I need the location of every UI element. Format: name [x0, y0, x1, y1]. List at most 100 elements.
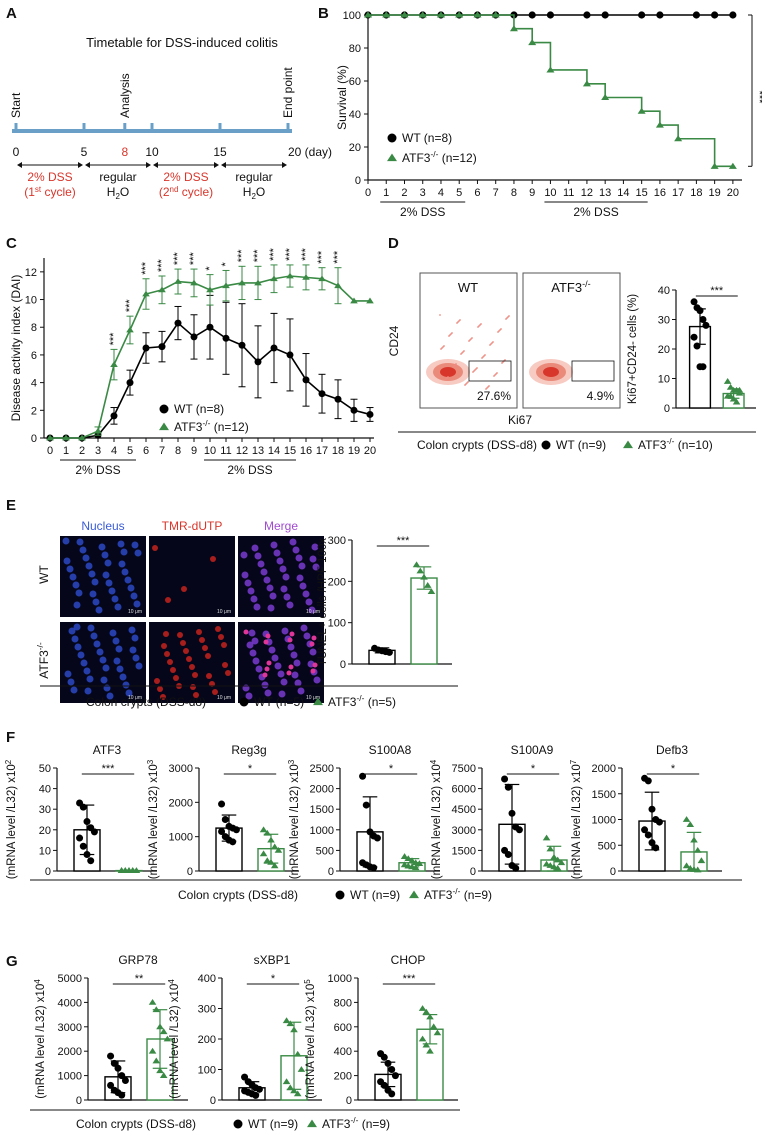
data-point-ko — [286, 1020, 295, 1027]
significance-label: *** — [236, 249, 248, 263]
cell-signal — [210, 556, 216, 562]
cell-signal — [117, 540, 125, 548]
cell-signal — [190, 684, 196, 690]
data-point-wt — [118, 1072, 126, 1080]
y-tick-label: 1000 — [310, 825, 334, 837]
cell-signal — [98, 543, 106, 551]
data-point-wt — [391, 1072, 399, 1080]
data-point-wt — [87, 857, 95, 865]
data-point-ko — [422, 1008, 431, 1015]
micrograph — [149, 536, 235, 617]
cell-signal — [267, 604, 275, 612]
significance-label: * — [248, 763, 253, 775]
cell-signal — [133, 600, 141, 608]
cell-signal — [87, 624, 95, 632]
y-tick-label: 12 — [25, 267, 37, 279]
cell-signal — [109, 629, 117, 637]
cell-signal — [118, 560, 126, 568]
data-point-ko — [418, 11, 427, 18]
image-row-label: WT — [37, 565, 51, 584]
cell-signal — [69, 573, 77, 581]
data-point-wt — [318, 390, 326, 398]
data-point-wt — [528, 11, 536, 19]
cell-signal — [112, 637, 120, 645]
x-tick-label: 16 — [654, 187, 666, 199]
cell-signal — [68, 627, 76, 635]
significance-label: *** — [156, 258, 168, 272]
data-point-ko — [735, 386, 744, 393]
flow-event — [439, 314, 441, 316]
cell-signal — [278, 690, 286, 698]
flow-event — [448, 335, 450, 337]
data-point-wt — [370, 864, 378, 872]
data-point-ko — [686, 821, 695, 828]
x-tick-label: 12 — [581, 187, 593, 199]
cell-signal — [177, 632, 183, 638]
data-point-wt — [126, 379, 134, 387]
panel-a-title: Timetable for DSS-induced colitis — [86, 35, 278, 50]
timeline-tick — [150, 123, 154, 133]
chart-title: S100A9 — [511, 743, 554, 757]
cell-signal — [261, 681, 269, 689]
x-tick-label: 9 — [191, 445, 197, 457]
data-point-wt — [121, 1076, 129, 1084]
x-tick-label: 6 — [474, 187, 480, 199]
cell-signal — [77, 651, 85, 659]
cell-signal — [120, 548, 128, 556]
legend-marker-wt — [541, 440, 551, 450]
chart-title: Reg3g — [231, 743, 266, 757]
chart-title: GRP78 — [118, 953, 158, 967]
x-tick-label: 9 — [529, 187, 535, 199]
y-tick-label: 80 — [349, 43, 361, 55]
legend-wt: WT (n=9) — [350, 888, 400, 902]
data-point-wt — [107, 1081, 115, 1089]
y-tick-label: 30 — [658, 315, 670, 327]
significance-label: * — [671, 763, 676, 775]
data-point-wt — [142, 344, 150, 352]
cell-signal — [251, 544, 259, 552]
flow-gate — [468, 360, 512, 382]
y-tick-label: 50 — [39, 763, 51, 775]
y-tick-label: 40 — [39, 784, 51, 796]
cell-signal — [255, 665, 263, 673]
data-point-ko — [297, 1066, 306, 1072]
data-point-ko — [420, 573, 428, 580]
data-point-ko — [423, 582, 432, 588]
flow-event — [477, 326, 479, 328]
x-tick-label: 0 — [365, 187, 371, 199]
y-axis-title: (mRNA level /L32) x104 — [33, 979, 47, 1099]
cell-signal — [134, 549, 142, 557]
cell-signal — [296, 574, 304, 582]
cell-signal — [263, 576, 271, 584]
y-tick-label: 20 — [349, 142, 361, 154]
data-point-wt — [515, 826, 523, 834]
significance-label: *** — [102, 763, 116, 775]
data-point-wt — [76, 834, 84, 842]
data-point-ko — [418, 1035, 427, 1042]
y-tick-label: 20 — [39, 825, 51, 837]
phase-arrow-head — [146, 162, 151, 168]
y-tick-label: 100 — [198, 1065, 216, 1077]
cell-signal — [310, 668, 316, 674]
legend-wt: WT (n=9) — [248, 1117, 298, 1131]
data-point-ko — [152, 1006, 161, 1013]
data-point-ko — [152, 1057, 161, 1064]
data-point-ko — [190, 279, 198, 286]
data-point-ko — [94, 427, 102, 434]
y-tick-label: 1500 — [592, 789, 616, 801]
phase-arrow-head — [214, 162, 219, 168]
y-axis-title: TUNEL+ cells /HPF 100x — [317, 538, 329, 666]
y-tick-label: 3000 — [169, 763, 193, 775]
cell-signal — [215, 626, 221, 632]
data-point-ko — [159, 1072, 168, 1078]
cell-signal — [280, 585, 288, 593]
cell-signal — [129, 646, 137, 654]
data-point-wt — [699, 316, 707, 323]
data-point-wt — [711, 11, 719, 19]
cell-signal — [91, 578, 99, 586]
flow-gate-value: 27.6% — [477, 389, 511, 403]
data-point-ko — [174, 278, 182, 284]
y-tick-label: 20 — [658, 344, 670, 356]
timeline-tick — [286, 123, 290, 133]
cell-signal — [76, 538, 84, 546]
